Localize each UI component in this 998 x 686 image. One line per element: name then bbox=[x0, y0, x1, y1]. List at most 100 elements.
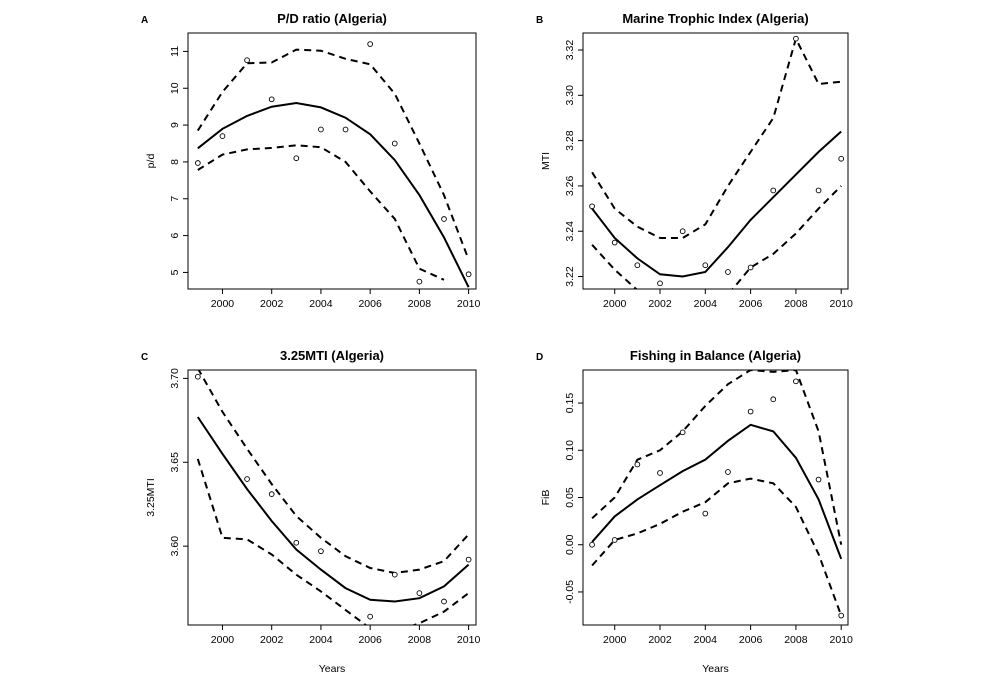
data-point bbox=[793, 378, 799, 385]
x-tick-label: 2002 bbox=[648, 298, 672, 310]
data-point bbox=[725, 269, 731, 275]
lower-bound-line bbox=[197, 144, 445, 281]
data-point bbox=[702, 510, 709, 517]
data-point bbox=[367, 41, 374, 47]
chart-title: P/D ratio (Algeria) bbox=[277, 11, 387, 26]
y-tick-label: 0.00 bbox=[564, 534, 576, 555]
data-point bbox=[244, 476, 250, 482]
upper-bound-line bbox=[196, 48, 470, 260]
data-point bbox=[589, 541, 595, 548]
fitted-line bbox=[591, 423, 843, 560]
x-tick-label: 2008 bbox=[408, 298, 432, 310]
x-tick-label: 2002 bbox=[260, 634, 284, 646]
y-tick-label: 0.15 bbox=[564, 393, 576, 414]
x-tick-label: 2006 bbox=[739, 634, 763, 646]
plot-frame bbox=[582, 369, 849, 626]
y-tick-label: 7 bbox=[169, 196, 181, 202]
data-point bbox=[416, 278, 423, 285]
lower-bound-line bbox=[591, 185, 842, 289]
panel-label: D bbox=[536, 352, 543, 363]
y-tick-label: 3.26 bbox=[564, 176, 576, 197]
data-point bbox=[268, 491, 275, 497]
x-tick-label: 2000 bbox=[211, 298, 235, 310]
data-point bbox=[702, 262, 709, 269]
x-tick-label: 2000 bbox=[603, 634, 627, 646]
x-tick-label: 2002 bbox=[260, 298, 284, 310]
plot-frame bbox=[582, 32, 849, 290]
data-point bbox=[293, 539, 300, 546]
data-point bbox=[634, 262, 641, 269]
x-tick-label: 2010 bbox=[830, 298, 854, 310]
data-point bbox=[815, 476, 822, 483]
data-point bbox=[342, 126, 349, 133]
data-point bbox=[391, 140, 398, 147]
y-tick-label: 3.60 bbox=[169, 536, 181, 557]
x-tick-label: 2004 bbox=[694, 298, 718, 310]
y-axis-label: 3.25MTI bbox=[145, 478, 157, 517]
data-point bbox=[770, 396, 777, 403]
data-point bbox=[416, 590, 423, 596]
fitted-line bbox=[196, 416, 470, 603]
y-tick-label: 3.28 bbox=[564, 130, 576, 151]
data-point bbox=[747, 408, 754, 415]
data-point bbox=[391, 571, 398, 578]
x-tick-label: 2010 bbox=[457, 634, 481, 646]
data-point bbox=[244, 57, 250, 64]
y-tick-label: 3.32 bbox=[564, 40, 576, 61]
y-tick-label: 3.22 bbox=[564, 266, 576, 287]
data-point bbox=[367, 613, 374, 620]
data-point bbox=[194, 160, 201, 166]
y-tick-label: 3.70 bbox=[169, 368, 181, 389]
data-point bbox=[838, 155, 845, 162]
y-tick-label: 8 bbox=[169, 159, 181, 165]
y-axis-label: p/d bbox=[145, 154, 157, 169]
data-point bbox=[770, 187, 777, 194]
chart-title: 3.25MTI (Algeria) bbox=[280, 348, 384, 363]
y-tick-label: 0.10 bbox=[564, 440, 576, 461]
x-tick-label: 2008 bbox=[784, 298, 808, 310]
x-tick-label: 2006 bbox=[358, 634, 382, 646]
data-point bbox=[465, 271, 472, 278]
y-tick-label: 5 bbox=[169, 269, 181, 275]
x-tick-label: 2006 bbox=[739, 298, 763, 310]
chart-panel-c: C 3.25MTI (Algeria) 2000 2002 2004 2006 2008 20… bbox=[141, 348, 480, 675]
y-axis-label: FiB bbox=[540, 490, 552, 506]
data-point bbox=[747, 264, 754, 271]
x-axis-label: Years bbox=[319, 663, 345, 675]
x-tick-label: 2006 bbox=[358, 298, 382, 310]
data-point bbox=[219, 133, 226, 139]
x-tick-label: 2000 bbox=[211, 634, 235, 646]
x-tick-label: 2002 bbox=[648, 634, 672, 646]
data-point bbox=[465, 556, 472, 563]
plot-area bbox=[589, 35, 845, 289]
chart-title: Fishing in Balance (Algeria) bbox=[630, 348, 801, 363]
plot-frame bbox=[187, 32, 477, 290]
chart-panel-a: A P/D ratio (Algeria) 2000 2002 2004 2006 2008… bbox=[141, 11, 480, 310]
data-point bbox=[815, 187, 822, 194]
y-tick-label: -0.05 bbox=[564, 580, 576, 604]
y-axis-label: MTI bbox=[540, 152, 552, 170]
panel-label: C bbox=[141, 352, 148, 363]
x-tick-label: 2010 bbox=[457, 298, 481, 310]
y-tick-label: 3.65 bbox=[169, 452, 181, 473]
data-point bbox=[725, 469, 731, 475]
y-tick-label: 9 bbox=[169, 122, 181, 128]
data-point bbox=[441, 216, 447, 222]
data-point bbox=[657, 280, 663, 287]
upper-bound-line bbox=[591, 35, 842, 239]
data-point bbox=[589, 203, 595, 210]
plot-area bbox=[194, 41, 472, 288]
upper-bound-line bbox=[197, 370, 470, 575]
data-point bbox=[657, 470, 663, 476]
data-point bbox=[293, 155, 300, 162]
data-point bbox=[611, 239, 618, 246]
upper-bound-line bbox=[591, 370, 843, 545]
plot-area bbox=[194, 370, 472, 625]
data-point bbox=[318, 126, 324, 133]
data-point bbox=[268, 96, 275, 103]
y-tick-label: 3.30 bbox=[564, 85, 576, 106]
data-point bbox=[194, 373, 201, 380]
y-tick-label: 6 bbox=[169, 233, 181, 239]
data-point bbox=[679, 429, 686, 436]
x-tick-label: 2010 bbox=[830, 634, 854, 646]
